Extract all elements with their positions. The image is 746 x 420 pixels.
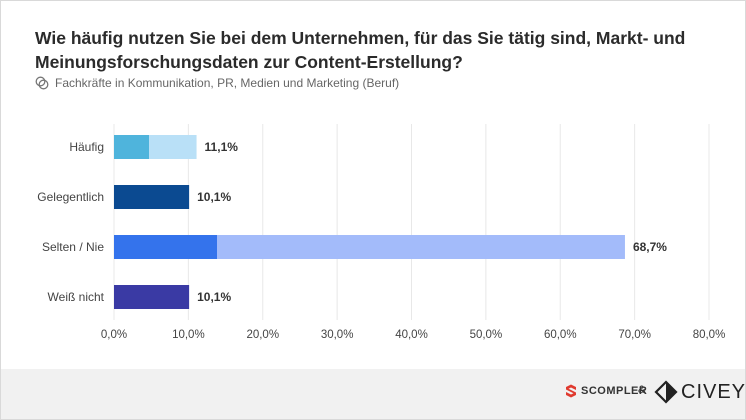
- x-tick-label: 60,0%: [544, 329, 577, 341]
- bar-chart: 0,0% 10,0% 20,0% 30,0% 40,0% 50,0% 60,0% 70,0% 8…: [37, 124, 726, 341]
- bar-highlight: [114, 135, 149, 159]
- x-tick-label: 0,0%: [101, 329, 127, 341]
- x-tick-label: 30,0%: [321, 329, 354, 341]
- scompler-logo: SCOMPLER: [565, 384, 647, 398]
- data-label: 10,1%: [197, 290, 231, 304]
- category-label: Selten / Nie: [42, 240, 104, 254]
- target-group-icon: [35, 76, 49, 90]
- data-label: 11,1%: [205, 140, 239, 154]
- bar: [114, 185, 190, 209]
- subtitle-text: Fachkräfte in Kommunikation, PR, Medien …: [55, 76, 400, 90]
- civey-logo-icon: [654, 380, 678, 404]
- chart-subtitle: Fachkräfte in Kommunikation, PR, Medien …: [35, 76, 399, 90]
- data-label: 68,7%: [633, 240, 667, 254]
- bar-highlight: [114, 235, 217, 259]
- scompler-logo-icon: [566, 384, 576, 398]
- chart-title: Wie häufig nutzen Sie bei dem Unternehme…: [35, 28, 686, 72]
- bar: [114, 285, 190, 309]
- scompler-logo-text: SCOMPLER: [581, 385, 648, 397]
- x-tick-label: 70,0%: [618, 329, 651, 341]
- category-label: Häufig: [69, 140, 104, 154]
- x-tick-label: 20,0%: [246, 329, 279, 341]
- civey-logo-text: CIVEY: [681, 380, 746, 403]
- x-tick-label: 10,0%: [172, 329, 205, 341]
- category-label: Weiß nicht: [48, 290, 105, 304]
- brand-separator: &: [638, 384, 646, 396]
- x-tick-label: 50,0%: [470, 329, 503, 341]
- civey-logo: CIVEY: [654, 380, 746, 404]
- data-label: 10,1%: [197, 190, 231, 204]
- x-tick-label: 80,0%: [693, 329, 726, 341]
- x-tick-label: 40,0%: [395, 329, 428, 341]
- category-label: Gelegentlich: [37, 190, 104, 204]
- footer-bar: SCOMPLER & CIVEY: [1, 369, 745, 419]
